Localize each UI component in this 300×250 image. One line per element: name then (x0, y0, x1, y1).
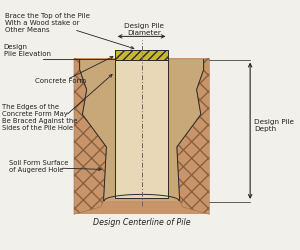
Text: Design Centerline of Pile: Design Centerline of Pile (93, 218, 190, 226)
Text: Concrete Form: Concrete Form (34, 77, 86, 83)
Polygon shape (115, 60, 168, 198)
Polygon shape (74, 59, 209, 214)
Polygon shape (115, 51, 168, 60)
Text: Design Pile
Depth: Design Pile Depth (254, 118, 294, 132)
Polygon shape (80, 60, 204, 201)
Text: The Edges of the
Concrete Form May
Be Braced Against the
Sides of the Pile Hole: The Edges of the Concrete Form May Be Br… (2, 104, 77, 131)
Polygon shape (74, 59, 106, 214)
Text: Soil Form Surface
of Augered Hole: Soil Form Surface of Augered Hole (9, 160, 68, 173)
Polygon shape (177, 59, 209, 214)
Text: Design
Pile Elevation: Design Pile Elevation (4, 44, 50, 57)
Text: Brace the Top of the Pile
With a Wood stake or
Other Means: Brace the Top of the Pile With a Wood st… (5, 13, 90, 33)
Text: Design Pile
Diameter: Design Pile Diameter (124, 22, 164, 36)
